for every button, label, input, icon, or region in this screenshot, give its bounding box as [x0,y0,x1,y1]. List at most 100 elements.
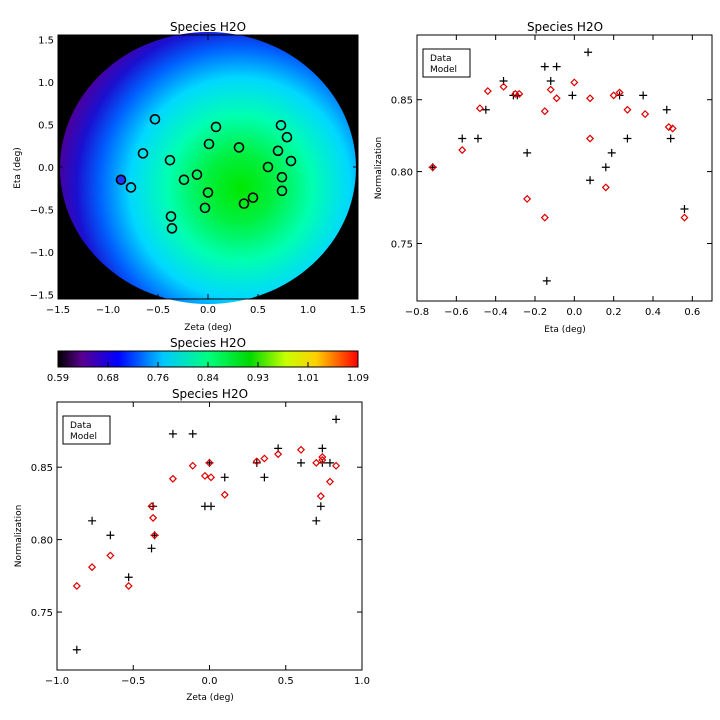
colorbar-panel: Species H2O 0.59 0.68 0.76 0.84 0.93 1.01 1.09 [47,336,369,384]
map-points [115,114,297,234]
map-star-marker [275,119,287,131]
eta-data-point [568,91,577,100]
eta-data-point [552,62,561,71]
map-ticks: −1.5 −1.0 −0.5 0.0 0.5 1.0 1.5 −1.5 −1.0 −0.5 0.0 0… [30,35,366,316]
map-star-marker [281,131,293,143]
map-star-marker [276,171,288,183]
zeta-data-point [260,473,269,482]
map-star-marker [125,182,137,193]
map-xtick-label: 0.5 [250,305,266,316]
zeta-model-point [150,531,159,540]
map-xtick-label: 0.0 [200,305,216,316]
eta-ylabel: Normalization [374,137,384,200]
map-xtick-label: 1.0 [300,305,316,316]
zeta-model-point [200,471,209,480]
eta-model-point [586,134,595,143]
colorbar-tick-label: 0.76 [147,373,169,384]
zeta-xtick-label: 0.0 [202,676,218,687]
map-xtick-label: 1.5 [350,305,366,316]
zeta-model-point [312,458,321,467]
map-xlabel: Zeta (deg) [184,323,232,333]
zeta-ytick-label: 0.80 [31,536,53,547]
eta-data-point [542,276,551,285]
eta-xtick-label: −0.2 [523,307,547,318]
eta-data-point [546,77,555,86]
eta-model-point [540,107,549,116]
eta-model-point [546,85,555,94]
eta-data-point [584,48,593,57]
zeta-xtick-label: −1.0 [45,676,69,687]
zeta-model-point [106,551,115,560]
map-star-marker [285,155,297,167]
zeta-data-point [252,458,261,467]
eta-model-point [540,213,549,222]
zeta-panel: Species H2O −1.0 −0.5 0.0 0.5 1.0 0.75 0.80 0.8… [14,387,370,703]
zeta-model-point [296,445,306,454]
map-xtick-label: −1.5 [46,305,70,316]
eta-data-point [662,105,671,114]
map-ytick-label: 1.5 [38,35,54,46]
map-title: Species H2O [170,20,246,34]
zeta-data-point [188,429,197,438]
zeta-data-point [106,531,115,540]
zeta-model-point [206,473,216,482]
zeta-model-point [318,453,327,462]
eta-model-point [641,110,650,119]
eta-model-point [586,94,595,103]
eta-data-point [540,62,549,71]
eta-data-point [458,134,467,143]
eta-plot-title: Species H2O [527,20,603,34]
map-star-marker [149,114,161,125]
eta-model-point [601,183,610,192]
eta-legend: Data Model [422,48,471,78]
map-ytick-label: 0.0 [38,163,54,174]
eta-data-point [680,204,689,213]
eta-panel: Species H2O −0.8 −0.6 −0.4 −0.2 0.0 0.2 0.4 0.6… [374,20,713,335]
zeta-xtick-label: 1.0 [354,676,370,687]
colorbar-tick-label: 0.68 [97,373,119,384]
zeta-plot-title: Species H2O [172,387,248,401]
map-star-marker [203,138,215,150]
eta-model-point [483,87,492,96]
map-star-marker [191,169,203,180]
zeta-xlabel: Zeta (deg) [186,693,234,703]
eta-legend-box [422,48,471,78]
map-ytick-label: −1.0 [30,248,54,259]
colorbar-title: Species H2O [170,336,246,350]
eta-ytick-label: 0.75 [391,239,413,250]
map-ylabel: Eta (deg) [13,147,23,189]
zeta-data-point [147,544,156,553]
eta-data-point [523,148,532,157]
colorbar-tick-label: 1.01 [297,373,319,384]
eta-xlabel: Eta (deg) [544,325,586,335]
eta-model-point [523,194,532,203]
zeta-ticks: −1.0 −0.5 0.0 0.5 1.0 0.75 0.80 0.85 [31,402,370,687]
eta-model-point [428,163,437,172]
map-star-marker [210,121,222,133]
map-star-marker [115,174,127,186]
eta-model-point [499,82,508,91]
zeta-data-point [149,502,158,511]
eta-xtick-label: 0.2 [606,307,622,318]
eta-data-point [473,134,482,143]
zeta-legend: Data Model [62,415,111,445]
zeta-model-point [149,513,158,522]
eta-ticks: −0.8 −0.6 −0.4 −0.2 0.0 0.2 0.4 0.6 0.75 0.80 0.85 [391,35,712,318]
zeta-xtick-label: −0.5 [121,676,145,687]
map-ytick-label: −1.5 [30,291,54,302]
eta-model-point [664,122,673,132]
map-star-marker [199,202,211,214]
zeta-data-point [312,516,321,525]
zeta-model-point [147,502,156,511]
map-star-marker [276,185,288,197]
eta-xtick-label: 0.4 [645,307,661,318]
map-xtick-label: −1.0 [96,305,120,316]
zeta-legend-data: Data [70,421,92,431]
map-ytick-label: 0.5 [38,120,54,131]
map-star-marker [238,198,250,209]
map-star-marker [247,192,259,203]
eta-model-point [609,91,618,100]
map-star-marker [165,211,177,222]
eta-xtick-label: 0.0 [566,307,582,318]
